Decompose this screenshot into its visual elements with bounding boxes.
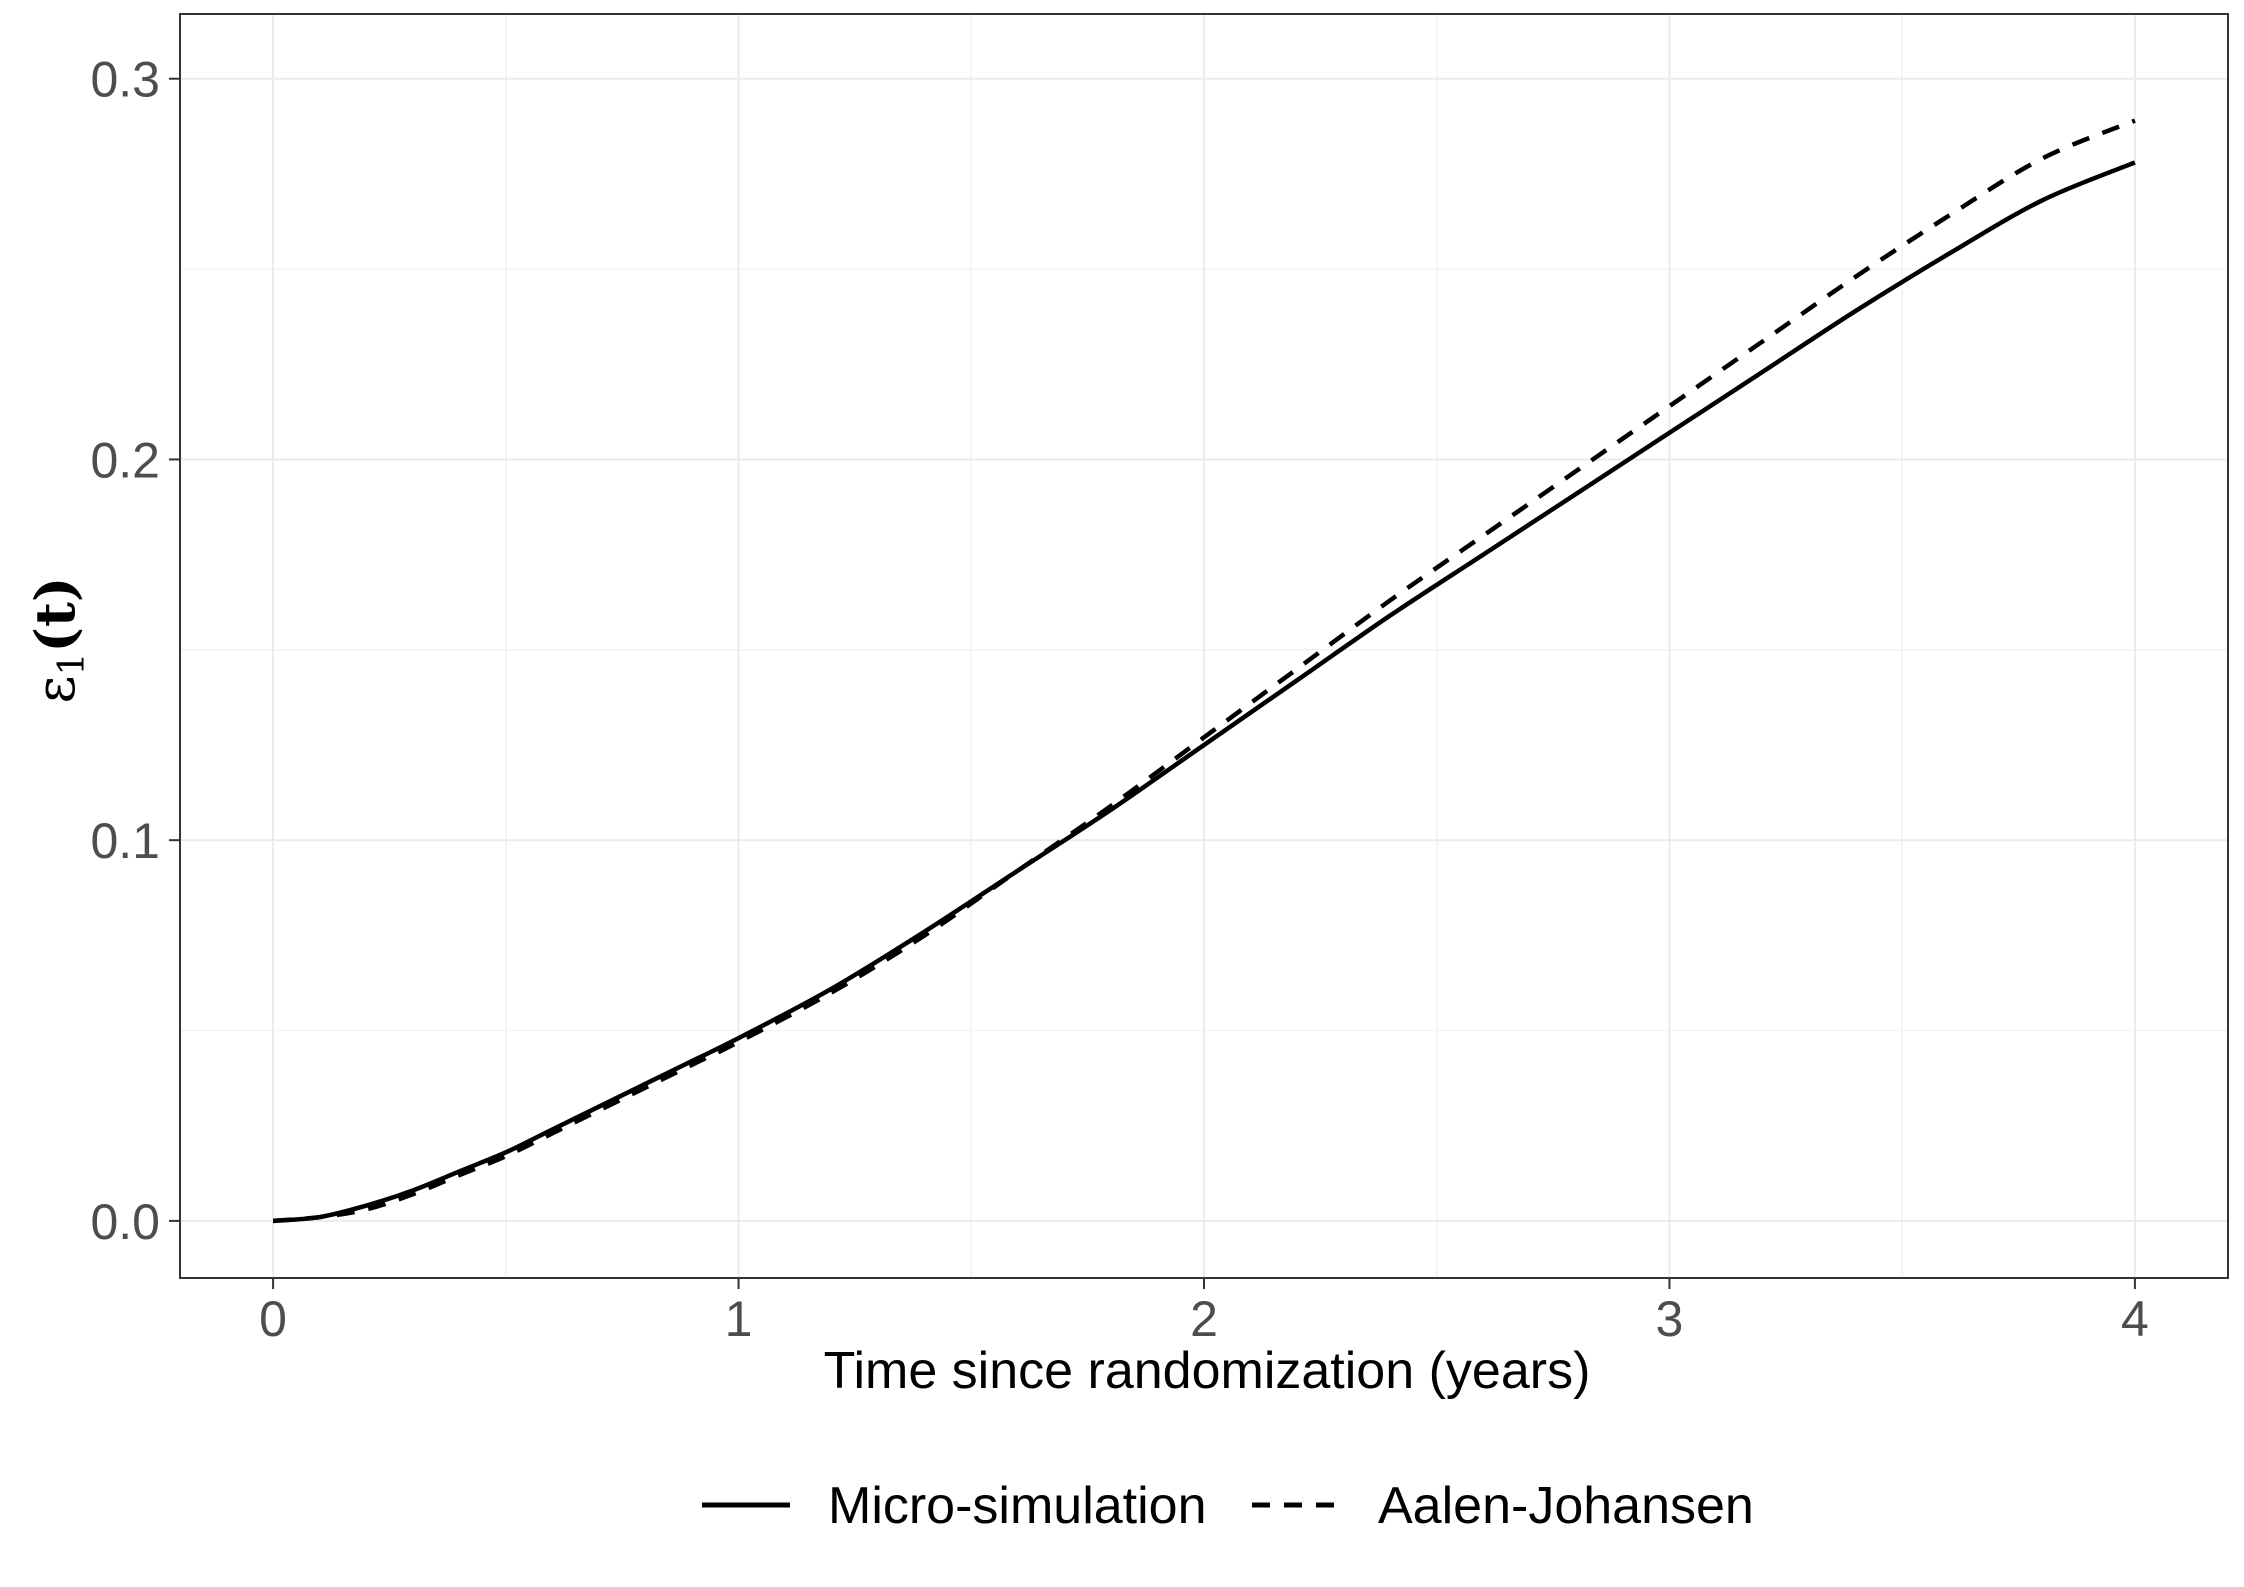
x-axis-title: Time since randomization (years) <box>824 1342 1591 1400</box>
y-axis-title: ε1(t) <box>23 577 93 704</box>
series-line-aalen-johansen <box>272 118 2136 1224</box>
y-axis-title-subscript: 1 <box>52 653 93 676</box>
y-tick-label: 0.1 <box>90 813 160 869</box>
x-tick-label: 0 <box>259 1291 287 1347</box>
x-tick-label: 3 <box>1656 1291 1684 1347</box>
grid-layer <box>180 14 2228 1278</box>
y-tick-label: 0.2 <box>90 432 160 488</box>
y-tick-label: 0.0 <box>90 1194 160 1250</box>
y-tick-label: 0.3 <box>90 52 160 108</box>
x-tick-label: 1 <box>725 1291 753 1347</box>
legend-label-aalen-johansen: Aalen-Johansen <box>1378 1477 1754 1535</box>
y-axis-title-argument: (t) <box>23 577 87 653</box>
svg-text:ε1(t): ε1(t) <box>23 577 93 704</box>
y-axis-title-symbol: ε <box>24 675 87 703</box>
x-tick-label: 4 <box>2121 1291 2149 1347</box>
x-tick-label: 2 <box>1190 1291 1218 1347</box>
legend-label-micro-simulation: Micro-simulation <box>828 1477 1207 1535</box>
legend: Micro-simulation Aalen-Johansen <box>702 1477 1754 1535</box>
series-layer <box>272 118 2136 1224</box>
tick-layer: 0 1 2 3 4 0.0 0.1 0.2 0.3 <box>90 52 2148 1347</box>
